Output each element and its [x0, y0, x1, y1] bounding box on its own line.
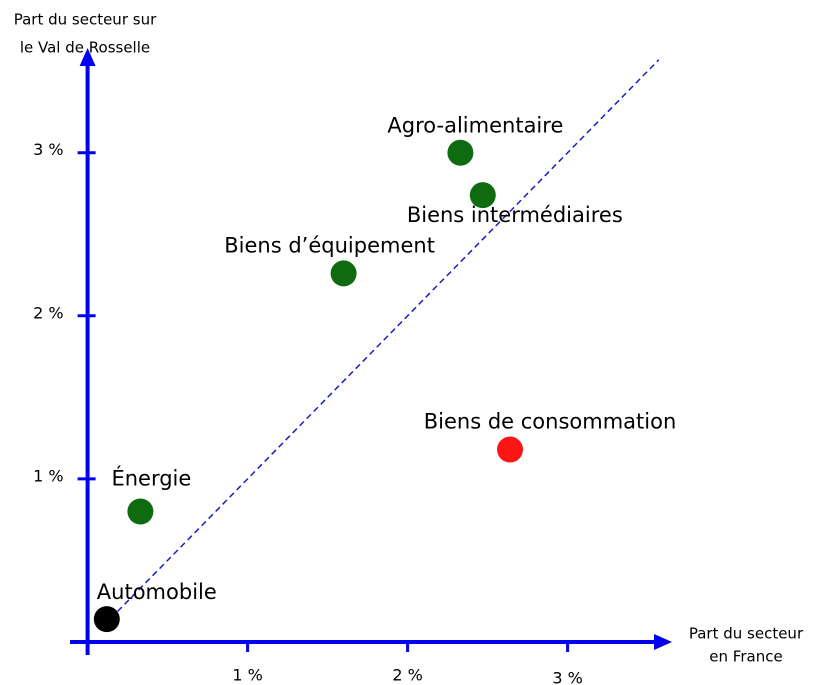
y-axis-label: Part du secteur sur [14, 11, 157, 29]
y-axis-arrow [79, 48, 96, 66]
point [127, 498, 154, 525]
x-tick-label: 2 % [392, 665, 422, 684]
point-label: Biens d’équipement [224, 233, 435, 257]
point-label: Automobile [97, 580, 217, 604]
x-axis-label: Part du secteur [689, 625, 804, 643]
x-tick-label: 3 % [552, 668, 582, 685]
y-axis-label: le Val de Rosselle [20, 39, 150, 57]
y-tick-label: 2 % [33, 303, 63, 322]
x-tick-label: 1 % [232, 665, 262, 684]
point-label: Biens de consommation [424, 410, 677, 434]
point-label: Agro-alimentaire [387, 114, 563, 138]
y-tick-label: 1 % [33, 466, 63, 485]
y-tick-label: 3 % [33, 140, 63, 159]
reference-line [103, 59, 660, 627]
point [330, 260, 357, 287]
point [469, 182, 496, 209]
point-label: Énergie [111, 465, 191, 490]
point [497, 436, 523, 463]
point [447, 139, 474, 166]
point [93, 606, 120, 633]
x-axis-label: en France [709, 648, 782, 666]
x-axis-arrow [654, 633, 672, 650]
point-label: Biens intermédiaires [407, 203, 623, 227]
